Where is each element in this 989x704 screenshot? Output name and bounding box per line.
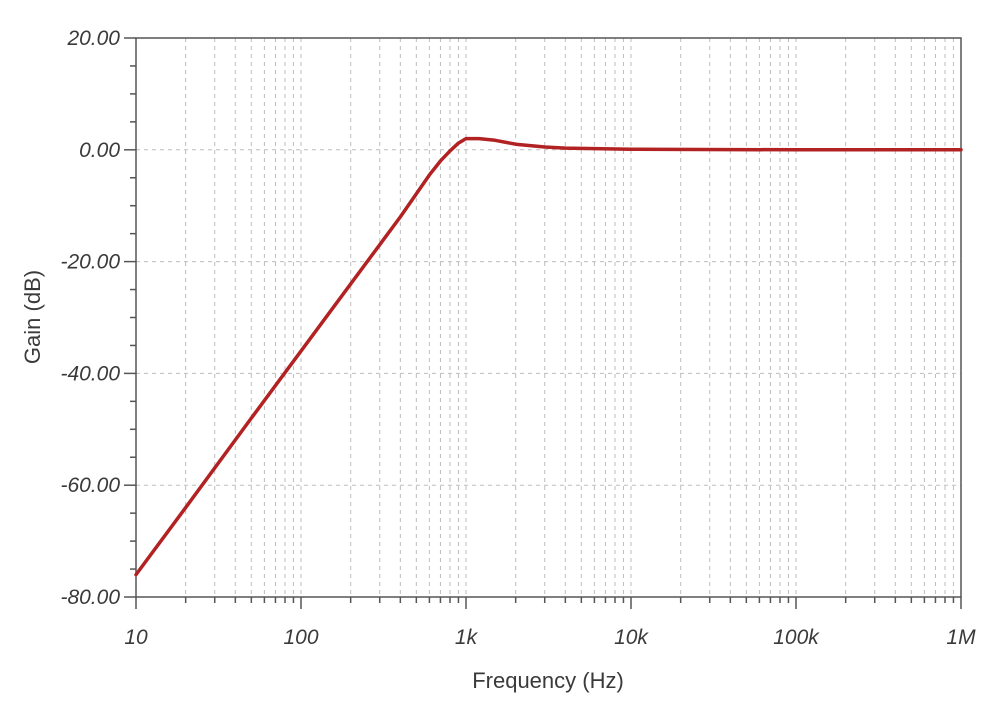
grid [136, 38, 961, 597]
x-tick-label: 1k [455, 626, 479, 649]
plot-frame [135, 37, 962, 598]
x-tick-label: 1M [946, 626, 976, 649]
y-tick-label: -60.00 [60, 474, 120, 497]
y-tick-label: 0.00 [79, 139, 120, 162]
x-tick-label: 10 [124, 626, 148, 649]
y-tick-label: 20.00 [66, 27, 120, 50]
x-tick-label: 100 [283, 626, 318, 649]
x-tick-label: 100k [773, 626, 820, 649]
y-axis-title: Gain (dB) [20, 270, 45, 364]
y-tick-label: -20.00 [60, 251, 120, 274]
y-tick-label: -80.00 [60, 586, 120, 609]
y-tick-label: -40.00 [60, 362, 120, 385]
x-axis-title: Frequency (Hz) [472, 668, 624, 693]
x-tick-label: 10k [614, 626, 649, 649]
axis-ticks [124, 37, 962, 609]
series-lines [134, 136, 963, 577]
gain-curve [134, 136, 963, 577]
